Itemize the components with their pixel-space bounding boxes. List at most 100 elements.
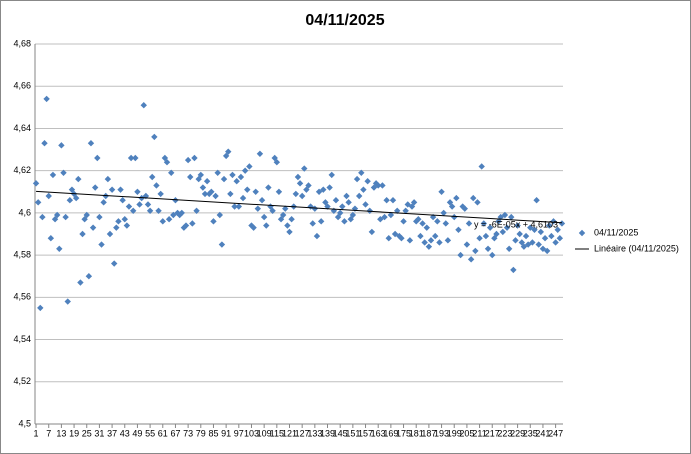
- data-point: [514, 222, 521, 229]
- data-point: [64, 298, 71, 305]
- data-point: [246, 163, 253, 170]
- data-point: [43, 95, 50, 103]
- data-point: [548, 232, 555, 240]
- data-point: [227, 190, 234, 198]
- data-point: [556, 235, 564, 242]
- data-point: [127, 154, 135, 162]
- data-point: [402, 207, 409, 214]
- legend-label: Linéaire (04/11/2025): [594, 243, 679, 253]
- data-point: [345, 199, 352, 206]
- data-point: [49, 171, 57, 179]
- x-tick-label: 61: [158, 428, 168, 438]
- x-tick-label: 211: [472, 428, 486, 438]
- data-point: [203, 178, 211, 185]
- data-point: [463, 241, 471, 248]
- data-point: [324, 203, 331, 210]
- data-point: [214, 169, 221, 176]
- data-point: [77, 279, 84, 286]
- data-point: [480, 220, 487, 227]
- data-point: [478, 163, 485, 170]
- data-point: [317, 218, 325, 225]
- data-point: [366, 207, 373, 214]
- data-point: [309, 220, 316, 227]
- data-point: [244, 186, 251, 193]
- data-point: [448, 203, 456, 210]
- data-point: [292, 190, 300, 198]
- data-point: [275, 188, 283, 195]
- data-point: [53, 211, 61, 219]
- data-point: [355, 192, 363, 200]
- data-point: [34, 199, 42, 206]
- data-point: [263, 222, 270, 229]
- data-point: [136, 201, 143, 208]
- x-tick-label: 37: [107, 428, 117, 438]
- data-point: [296, 180, 304, 187]
- data-point: [89, 224, 97, 231]
- data-point: [241, 167, 249, 174]
- data-point: [47, 235, 55, 242]
- data-point: [149, 173, 156, 181]
- data-point: [189, 220, 196, 227]
- data-point: [550, 218, 557, 225]
- data-point: [353, 175, 361, 183]
- data-point: [425, 243, 433, 250]
- x-tick-label: 115: [270, 428, 284, 438]
- trend-equation: y = -6E-05x + 4,6103: [474, 219, 558, 229]
- y-tick-label: 4,64: [13, 123, 31, 133]
- x-tick-label: 55: [145, 428, 155, 438]
- data-point: [87, 140, 95, 147]
- data-point: [187, 173, 194, 181]
- data-point: [554, 226, 561, 233]
- x-tick-label: 157: [358, 428, 373, 438]
- x-tick-label: 31: [94, 428, 104, 438]
- data-point: [123, 222, 131, 229]
- data-point: [381, 213, 388, 221]
- y-tick-label: 4,52: [13, 376, 31, 386]
- y-tick-label: 4,58: [13, 249, 31, 259]
- x-tick-label: 247: [548, 428, 563, 438]
- data-point: [510, 266, 517, 274]
- data-point: [197, 171, 204, 179]
- data-point: [341, 218, 348, 225]
- data-point: [199, 184, 207, 191]
- data-point: [165, 216, 173, 223]
- data-point: [368, 228, 376, 236]
- data-point: [178, 209, 185, 217]
- data-point: [100, 199, 107, 206]
- data-point: [269, 207, 276, 214]
- data-point: [279, 211, 287, 219]
- data-point: [229, 171, 236, 179]
- x-tick-label: 205: [459, 428, 474, 438]
- data-point: [493, 230, 500, 238]
- data-point: [121, 216, 128, 223]
- data-point: [218, 241, 226, 248]
- data-point: [39, 213, 46, 221]
- y-tick-label: 4,62: [13, 165, 31, 175]
- data-point: [531, 226, 538, 233]
- data-point: [51, 216, 59, 223]
- data-point: [176, 211, 183, 219]
- legend-label: 04/11/2025: [594, 227, 638, 237]
- x-tick-label: 217: [485, 428, 500, 438]
- data-point: [294, 173, 302, 181]
- data-point: [140, 102, 147, 109]
- data-point: [535, 241, 542, 248]
- data-point: [541, 235, 549, 242]
- data-point: [208, 188, 215, 195]
- data-point: [423, 224, 430, 231]
- data-point: [489, 251, 496, 259]
- x-tick-label: 49: [132, 428, 142, 438]
- data-point: [132, 154, 139, 162]
- data-point: [419, 220, 426, 227]
- data-point: [336, 209, 344, 217]
- data-point: [512, 237, 519, 244]
- data-point: [252, 188, 259, 195]
- data-point: [398, 235, 405, 242]
- data-point: [288, 216, 295, 223]
- data-point: [163, 159, 171, 166]
- x-tick-label: 133: [307, 428, 322, 438]
- data-point: [529, 239, 536, 246]
- data-point: [362, 201, 369, 208]
- data-point: [108, 186, 116, 193]
